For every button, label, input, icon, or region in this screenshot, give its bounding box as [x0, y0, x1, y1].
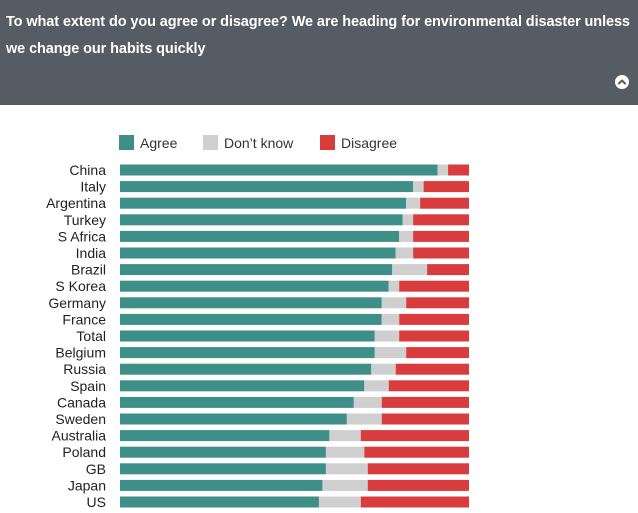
category-label-brazil: Brazil	[71, 262, 106, 278]
bar-poland-agree	[120, 446, 326, 458]
question-text: To what extent do you agree or disagree?…	[6, 14, 630, 57]
question-header: To what extent do you agree or disagree?…	[0, 0, 638, 105]
bar-china-dont-know	[437, 164, 449, 176]
bar-france-disagree	[399, 313, 469, 325]
category-label-s-korea: S Korea	[55, 278, 106, 294]
bar-china-agree	[120, 164, 438, 176]
bar-sweden-agree	[120, 413, 347, 425]
bar-poland-disagree	[364, 446, 469, 458]
bar-france-agree	[120, 313, 382, 325]
legend-swatch-disagree	[320, 135, 335, 150]
bar-australia-disagree	[360, 430, 469, 442]
bar-italy-dont-know	[413, 181, 424, 193]
bar-belgium-dont-know	[374, 347, 407, 359]
legend-item-agree: Agree	[119, 134, 199, 152]
category-label-india: India	[76, 245, 107, 261]
bar-russia-agree	[120, 363, 372, 375]
category-label-australia: Australia	[52, 428, 107, 444]
bar-gb-agree	[120, 463, 326, 475]
bar-s-korea-disagree	[399, 280, 469, 292]
bar-s-africa-disagree	[413, 230, 469, 242]
bar-s-africa-dont-know	[399, 230, 414, 242]
category-label-s-africa: S Africa	[58, 228, 106, 244]
bar-russia-dont-know	[371, 363, 396, 375]
category-label-belgium: Belgium	[55, 345, 106, 361]
bar-japan-agree	[120, 479, 323, 491]
category-label-russia: Russia	[63, 361, 106, 377]
category-label-spain: Spain	[70, 378, 106, 394]
category-label-gb: GB	[86, 461, 106, 477]
legend-item-disagree: Disagree	[320, 134, 410, 152]
category-label-total: Total	[76, 328, 106, 344]
legend-label-dont-know: Don’t know	[224, 135, 294, 151]
bar-canada-disagree	[381, 396, 469, 408]
bar-poland-dont-know	[325, 446, 365, 458]
bar-s-korea-dont-know	[388, 280, 400, 292]
bar-argentina-agree	[120, 197, 407, 209]
collapse-up-icon[interactable]	[615, 75, 629, 89]
bar-us-agree	[120, 496, 319, 508]
bar-argentina-dont-know	[406, 197, 421, 209]
bar-brazil-dont-know	[392, 264, 428, 276]
bar-spain-agree	[120, 380, 365, 392]
bar-italy-agree	[120, 181, 414, 193]
bar-turkey-dont-know	[402, 214, 414, 226]
bar-sweden-dont-know	[346, 413, 382, 425]
bar-s-korea-agree	[120, 280, 389, 292]
bar-brazil-agree	[120, 264, 393, 276]
bar-germany-dont-know	[381, 297, 407, 309]
bar-australia-dont-know	[329, 430, 361, 442]
bar-gb-dont-know	[325, 463, 368, 475]
bar-spain-dont-know	[364, 380, 389, 392]
category-label-germany: Germany	[48, 295, 106, 311]
bar-total-disagree	[399, 330, 469, 342]
bar-brazil-disagree	[427, 264, 469, 276]
bar-us-disagree	[360, 496, 469, 508]
bar-germany-disagree	[406, 297, 469, 309]
bar-india-disagree	[413, 247, 469, 259]
bar-turkey-agree	[120, 214, 403, 226]
category-label-japan: Japan	[68, 477, 106, 493]
bar-italy-disagree	[423, 181, 469, 193]
bar-sweden-disagree	[381, 413, 469, 425]
bar-belgium-disagree	[406, 347, 469, 359]
bar-total-agree	[120, 330, 375, 342]
legend-swatch-agree	[119, 135, 134, 150]
category-label-china: China	[69, 162, 106, 178]
category-label-canada: Canada	[57, 394, 106, 410]
bar-total-dont-know	[374, 330, 400, 342]
bar-belgium-agree	[120, 347, 375, 359]
bar-spain-disagree	[388, 380, 469, 392]
bar-india-dont-know	[395, 247, 414, 259]
bar-china-disagree	[448, 164, 469, 176]
legend-label-disagree: Disagree	[341, 135, 398, 151]
legend-label-agree: Agree	[140, 135, 178, 151]
bar-russia-disagree	[395, 363, 469, 375]
category-label-us: US	[87, 494, 106, 510]
bar-germany-agree	[120, 297, 382, 309]
bar-s-africa-agree	[120, 230, 400, 242]
category-label-france: France	[62, 311, 106, 327]
bar-australia-agree	[120, 430, 330, 442]
bar-us-dont-know	[318, 496, 361, 508]
bar-japan-disagree	[367, 479, 469, 491]
bar-canada-agree	[120, 396, 354, 408]
legend-swatch-dont-know	[203, 135, 218, 150]
category-label-poland: Poland	[62, 444, 106, 460]
bar-japan-dont-know	[322, 479, 368, 491]
bar-france-dont-know	[381, 313, 400, 325]
category-label-argentina: Argentina	[46, 195, 106, 211]
category-label-turkey: Turkey	[64, 212, 106, 228]
bar-argentina-disagree	[420, 197, 469, 209]
category-label-sweden: Sweden	[55, 411, 106, 427]
category-label-italy: Italy	[80, 179, 106, 195]
bar-india-agree	[120, 247, 396, 259]
bar-canada-dont-know	[353, 396, 382, 408]
bar-turkey-disagree	[413, 214, 469, 226]
bar-gb-disagree	[367, 463, 469, 475]
legend-item-dont-know: Don’t know	[203, 134, 313, 152]
